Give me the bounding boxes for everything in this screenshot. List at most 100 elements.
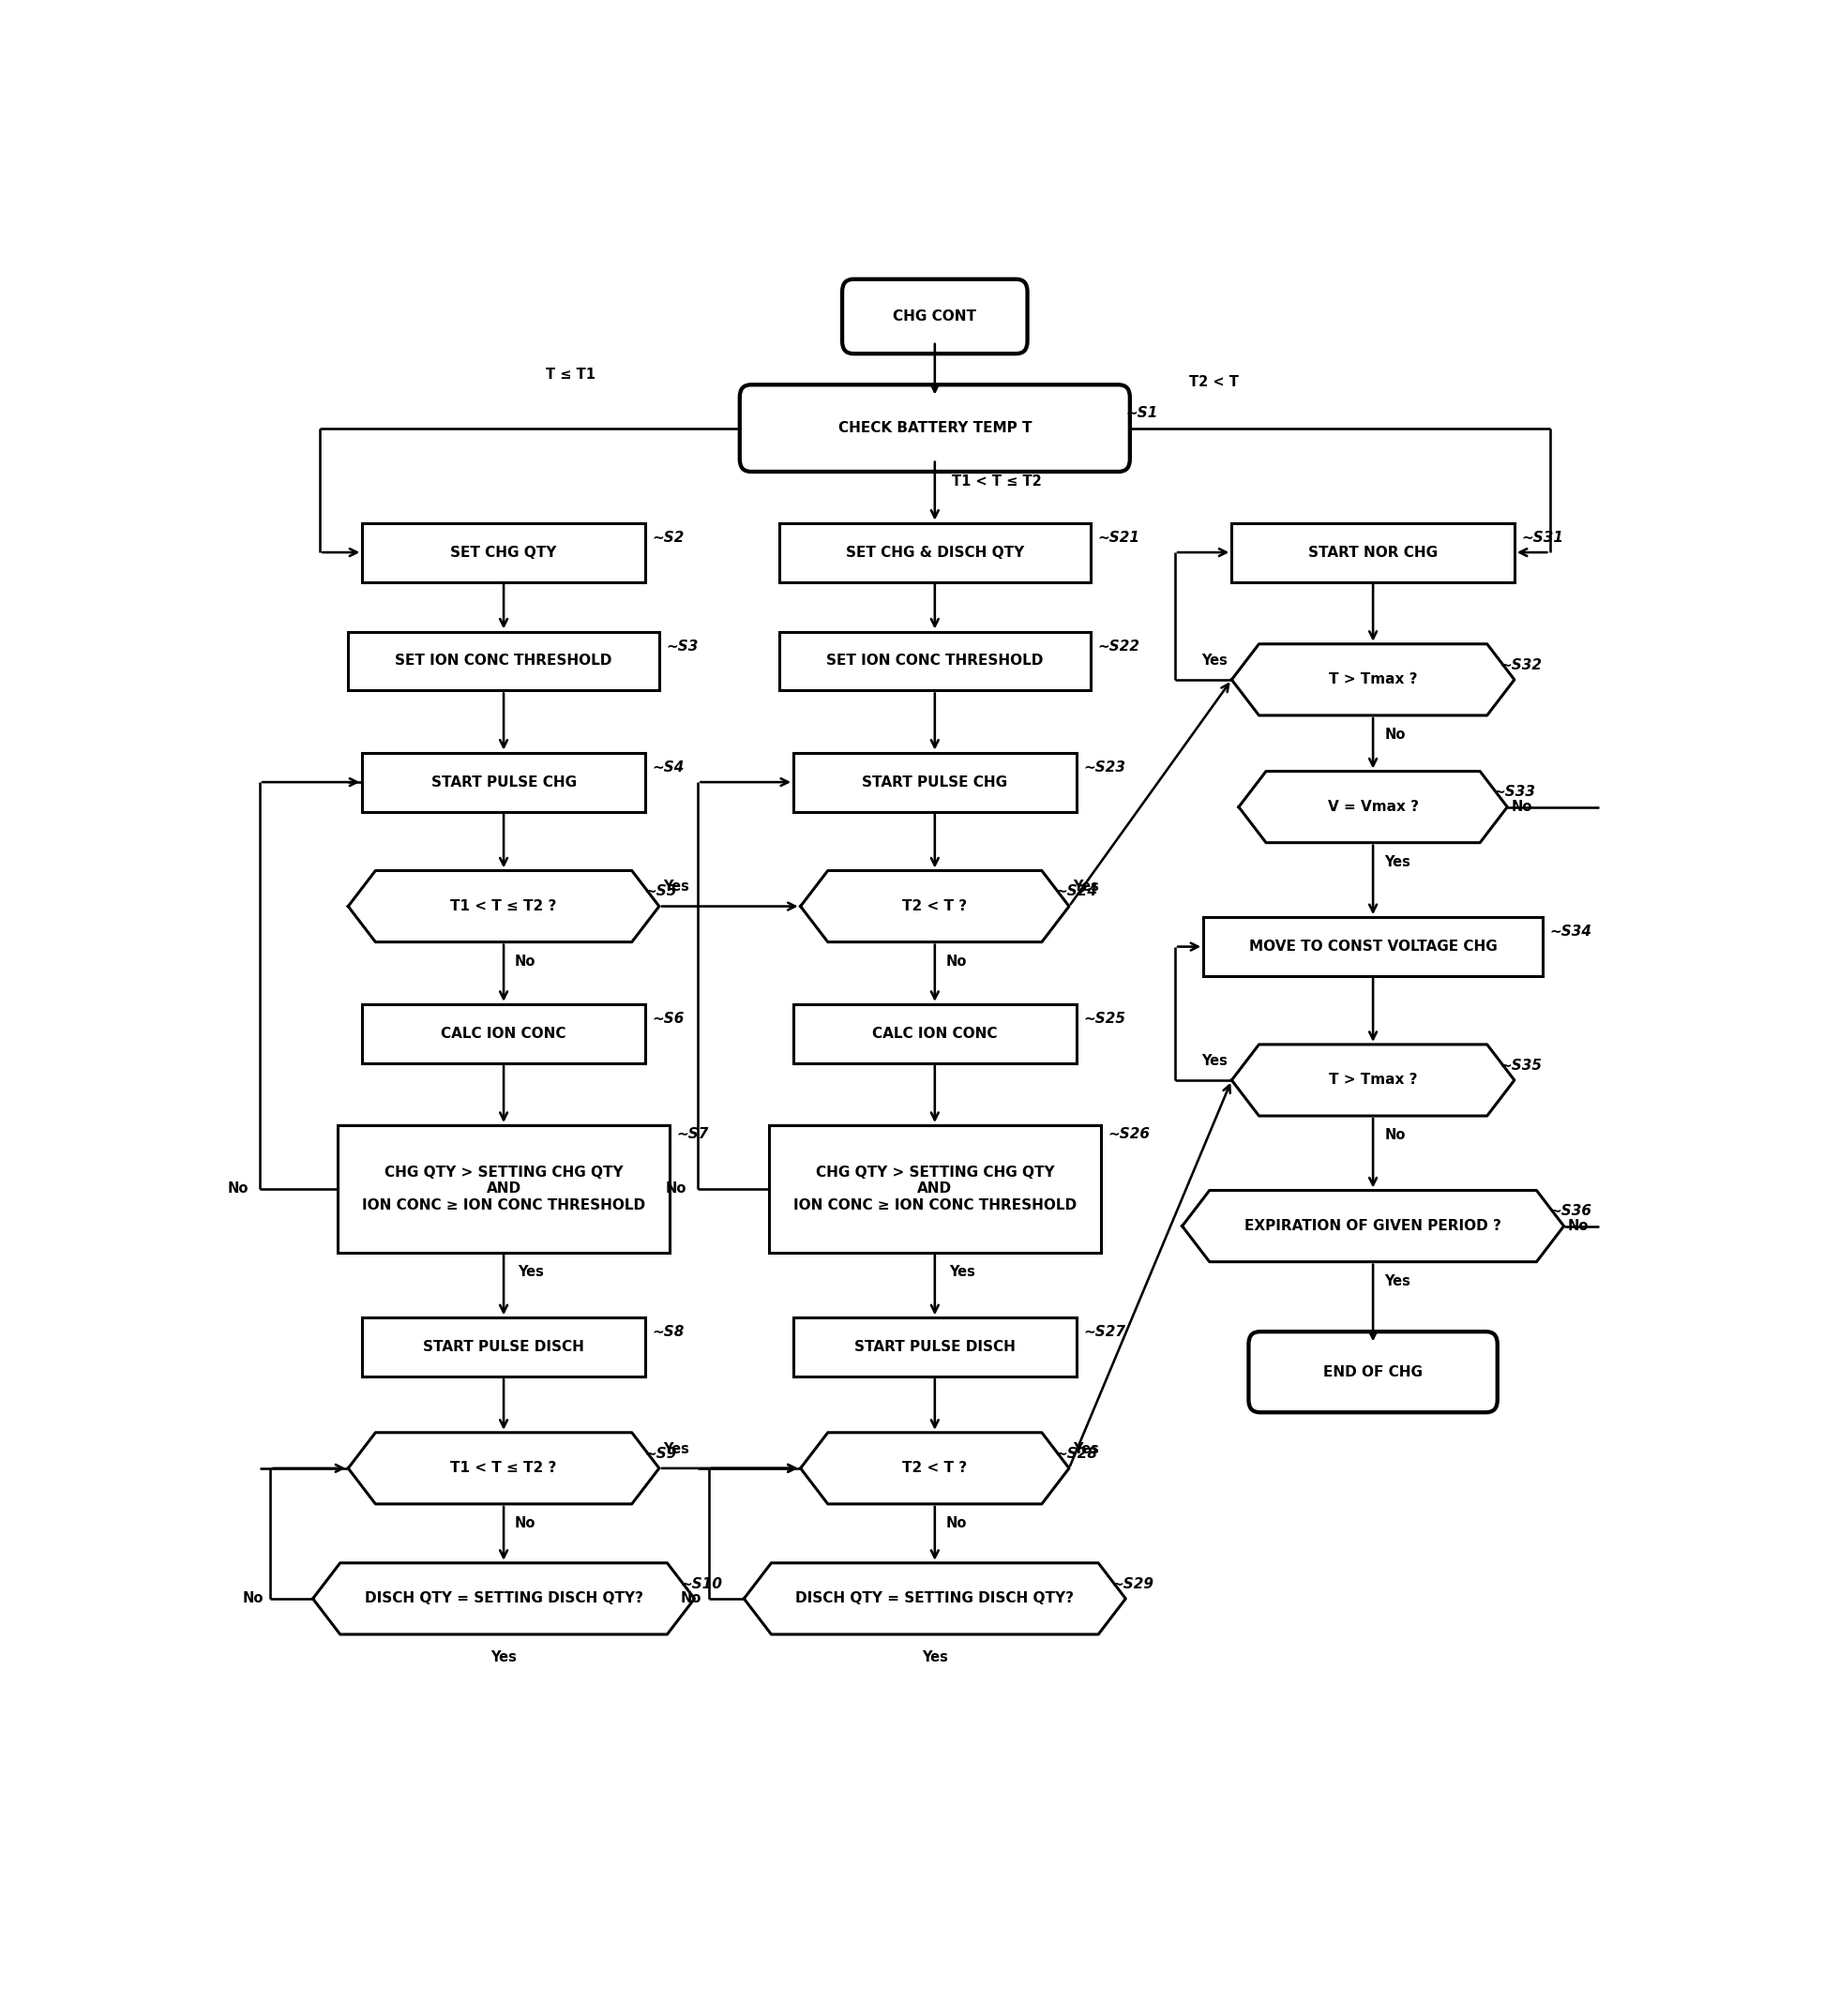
Text: ∼S36: ∼S36 — [1550, 1204, 1592, 1218]
Text: No: No — [1384, 728, 1404, 742]
Text: ∼S29: ∼S29 — [1111, 1577, 1155, 1591]
Text: ∼S24: ∼S24 — [1054, 885, 1098, 899]
Text: No: No — [947, 1516, 967, 1530]
Text: START PULSE CHG: START PULSE CHG — [430, 774, 576, 788]
Polygon shape — [801, 871, 1069, 941]
Text: ∼S6: ∼S6 — [653, 1012, 684, 1026]
Polygon shape — [1238, 772, 1507, 843]
Text: SET ION CONC THRESHOLD: SET ION CONC THRESHOLD — [396, 653, 613, 667]
Text: Yes: Yes — [491, 1649, 516, 1663]
Text: END OF CHG: END OF CHG — [1324, 1365, 1423, 1379]
Polygon shape — [348, 1433, 658, 1504]
Bar — [793, 752, 1076, 812]
Bar — [363, 522, 646, 583]
Polygon shape — [1182, 1189, 1563, 1262]
Text: Yes: Yes — [1073, 879, 1100, 893]
Text: DISCH QTY = SETTING DISCH QTY?: DISCH QTY = SETTING DISCH QTY? — [795, 1591, 1074, 1605]
Text: ∼S5: ∼S5 — [646, 885, 677, 899]
Polygon shape — [801, 1433, 1069, 1504]
Bar — [1204, 917, 1543, 976]
Bar — [363, 1318, 646, 1377]
Text: START PULSE DISCH: START PULSE DISCH — [423, 1341, 584, 1355]
Text: T1 < T ≤ T2 ?: T1 < T ≤ T2 ? — [451, 899, 556, 913]
Text: ∼S2: ∼S2 — [653, 530, 684, 544]
Text: No: No — [680, 1591, 702, 1605]
Text: DISCH QTY = SETTING DISCH QTY?: DISCH QTY = SETTING DISCH QTY? — [365, 1591, 642, 1605]
Text: Yes: Yes — [664, 879, 689, 893]
Text: No: No — [514, 1516, 536, 1530]
Text: T2 < T ?: T2 < T ? — [903, 899, 967, 913]
Text: V = Vmax ?: V = Vmax ? — [1328, 800, 1419, 814]
Text: No: No — [1512, 800, 1532, 814]
Text: No: No — [228, 1181, 248, 1195]
Text: SET CHG & DISCH QTY: SET CHG & DISCH QTY — [846, 546, 1023, 558]
Text: T2 < T ?: T2 < T ? — [903, 1462, 967, 1476]
Text: Yes: Yes — [1384, 855, 1410, 869]
Text: T > Tmax ?: T > Tmax ? — [1328, 1073, 1417, 1087]
Text: ∼S25: ∼S25 — [1083, 1012, 1125, 1026]
Text: No: No — [514, 954, 536, 968]
Text: ∼S26: ∼S26 — [1107, 1127, 1151, 1141]
Text: Yes: Yes — [921, 1649, 948, 1663]
Bar — [793, 1004, 1076, 1062]
Text: T1 < T ≤ T2 ?: T1 < T ≤ T2 ? — [451, 1462, 556, 1476]
Text: Yes: Yes — [948, 1264, 976, 1278]
Polygon shape — [744, 1562, 1125, 1635]
Text: ∼S21: ∼S21 — [1098, 530, 1140, 544]
Text: CHG CONT: CHG CONT — [894, 308, 976, 323]
Text: Yes: Yes — [1202, 1054, 1228, 1068]
Text: No: No — [666, 1181, 686, 1195]
FancyBboxPatch shape — [741, 385, 1129, 472]
Polygon shape — [348, 871, 658, 941]
Text: ∼S3: ∼S3 — [666, 639, 699, 653]
Text: ∼S35: ∼S35 — [1499, 1058, 1543, 1073]
Text: ∼S10: ∼S10 — [680, 1577, 722, 1591]
Bar — [1231, 522, 1514, 583]
Text: ∼S33: ∼S33 — [1494, 784, 1536, 798]
Text: No: No — [947, 954, 967, 968]
Text: ∼S27: ∼S27 — [1083, 1325, 1125, 1339]
Text: CALC ION CONC: CALC ION CONC — [872, 1026, 998, 1040]
Bar — [779, 631, 1091, 691]
Text: SET CHG QTY: SET CHG QTY — [451, 546, 556, 558]
Text: ∼S9: ∼S9 — [646, 1445, 677, 1460]
Text: Yes: Yes — [664, 1441, 689, 1456]
Bar — [363, 752, 646, 812]
Text: CALC ION CONC: CALC ION CONC — [441, 1026, 565, 1040]
Text: Yes: Yes — [1073, 1441, 1100, 1456]
Text: START NOR CHG: START NOR CHG — [1308, 546, 1437, 558]
Text: Yes: Yes — [1384, 1274, 1410, 1288]
Text: ∼S28: ∼S28 — [1054, 1445, 1098, 1460]
Bar — [363, 1004, 646, 1062]
Text: ∼S32: ∼S32 — [1499, 657, 1543, 671]
Text: T ≤ T1: T ≤ T1 — [545, 367, 595, 381]
Text: ∼S23: ∼S23 — [1083, 760, 1125, 774]
Text: Yes: Yes — [1202, 653, 1228, 667]
Text: CHG QTY > SETTING CHG QTY
AND
ION CONC ≥ ION CONC THRESHOLD: CHG QTY > SETTING CHG QTY AND ION CONC ≥… — [361, 1165, 646, 1212]
Text: START PULSE CHG: START PULSE CHG — [863, 774, 1007, 788]
Text: ∼S8: ∼S8 — [653, 1325, 684, 1339]
Text: ∼S4: ∼S4 — [653, 760, 684, 774]
Text: T2 < T: T2 < T — [1189, 375, 1238, 389]
Text: MOVE TO CONST VOLTAGE CHG: MOVE TO CONST VOLTAGE CHG — [1249, 939, 1498, 954]
Text: ∼S31: ∼S31 — [1521, 530, 1563, 544]
Text: CHECK BATTERY TEMP T: CHECK BATTERY TEMP T — [837, 421, 1032, 435]
Text: START PULSE DISCH: START PULSE DISCH — [854, 1341, 1016, 1355]
Text: CHG QTY > SETTING CHG QTY
AND
ION CONC ≥ ION CONC THRESHOLD: CHG QTY > SETTING CHG QTY AND ION CONC ≥… — [793, 1165, 1076, 1212]
Text: ∼S7: ∼S7 — [677, 1127, 710, 1141]
Text: Yes: Yes — [518, 1264, 544, 1278]
Text: T > Tmax ?: T > Tmax ? — [1328, 673, 1417, 687]
Text: ∼S22: ∼S22 — [1098, 639, 1140, 653]
Bar — [337, 1125, 669, 1252]
Bar — [793, 1318, 1076, 1377]
Polygon shape — [314, 1562, 695, 1635]
Text: ∼S34: ∼S34 — [1550, 925, 1592, 939]
Text: No: No — [243, 1591, 263, 1605]
FancyBboxPatch shape — [843, 278, 1027, 353]
FancyBboxPatch shape — [1249, 1333, 1498, 1413]
Bar — [768, 1125, 1102, 1252]
Text: SET ION CONC THRESHOLD: SET ION CONC THRESHOLD — [826, 653, 1043, 667]
Bar — [348, 631, 658, 691]
Polygon shape — [1231, 1044, 1514, 1117]
Polygon shape — [1231, 643, 1514, 716]
